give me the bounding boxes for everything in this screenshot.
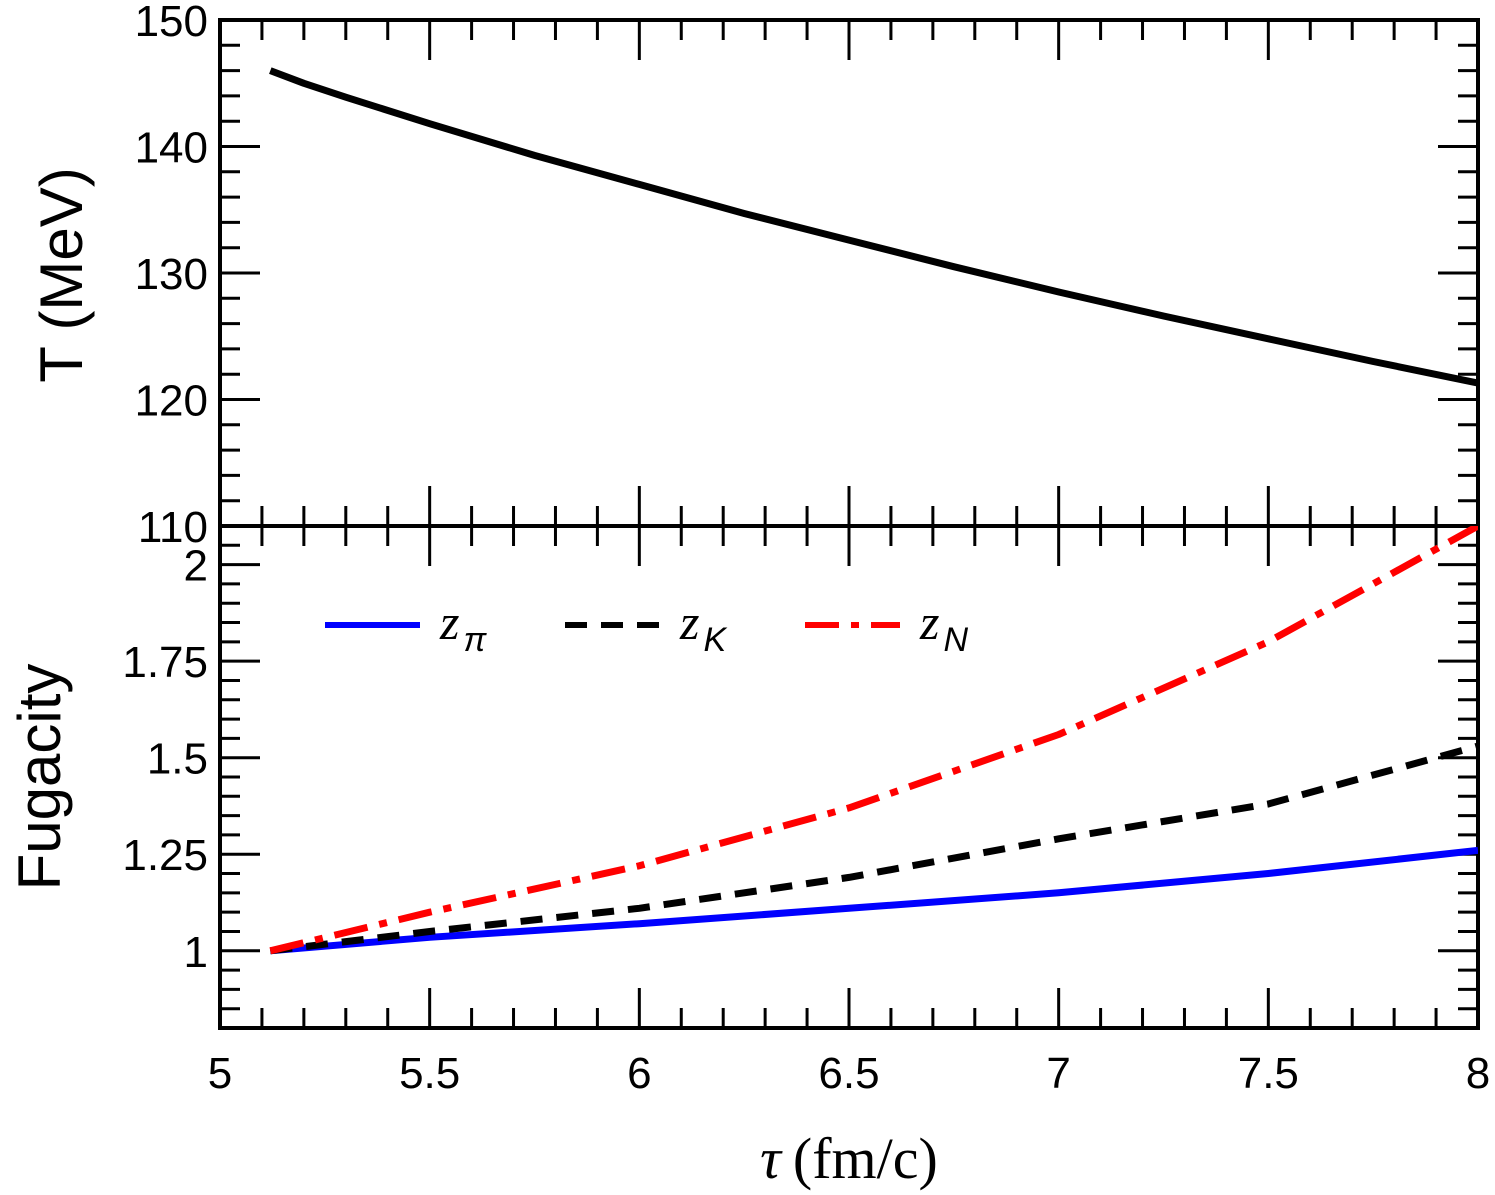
top-y-tick-labels: 150 140 130 120 110 [135,0,208,552]
y-tick-label: 140 [135,124,208,173]
fugacity-pi-line [270,846,1478,955]
x-axis-title: τ (fm/c) [760,1126,938,1191]
y-tick-label: 1.25 [122,831,208,880]
bottom-series-lines [269,526,1478,955]
legend-label-base: z [439,594,459,650]
top-tick-marks [218,18,1480,528]
top-y-axis-label: T (MeV) [28,167,95,383]
bottom-plot-frame [218,524,1480,1030]
x-tick-label: 5 [208,1049,232,1098]
legend-label-sub: π [463,621,487,659]
x-tick-label: 5.5 [399,1049,460,1098]
y-tick-label: 110 [138,503,208,552]
legend-label-base: z [919,594,939,650]
y-tick-label: 150 [135,0,208,46]
y-tick-label: 120 [135,377,208,426]
x-tick-label: 7 [1046,1049,1070,1098]
legend-label-sub: K [703,621,727,659]
bottom-tick-marks [218,524,1480,1030]
x-tick-label: 8 [1466,1049,1490,1098]
y-tick-label: 1.75 [122,638,208,687]
legend-label-base: z [679,594,699,650]
top-series-lines [269,67,1478,387]
bottom-y-axis-label: Fugacity [6,664,73,891]
y-tick-label: 130 [135,250,208,299]
bottom-y-tick-labels: 2 1.75 1.5 1.25 1 [122,542,208,977]
top-plot-frame [218,18,1480,528]
x-tick-label: 7.5 [1238,1049,1299,1098]
y-tick-label: 2 [184,542,208,591]
top-panel-temperature: 150 140 130 120 110 T (MeV) [28,0,1480,552]
legend-label-sub: N [943,621,968,659]
temperature-line [269,67,1478,387]
fugacity-k-line [269,742,1478,955]
x-tick-label: 6 [627,1049,651,1098]
bottom-panel-fugacity: 2 1.75 1.5 1.25 1 Fugacity [6,524,1480,1030]
y-tick-label: 1 [184,928,208,977]
fugacity-n-line [269,526,1478,955]
y-tick-label: 1.5 [147,735,208,784]
x-tick-labels: 5 5.5 6 6.5 7 7.5 8 [208,1049,1490,1098]
x-tick-label: 6.5 [818,1049,879,1098]
